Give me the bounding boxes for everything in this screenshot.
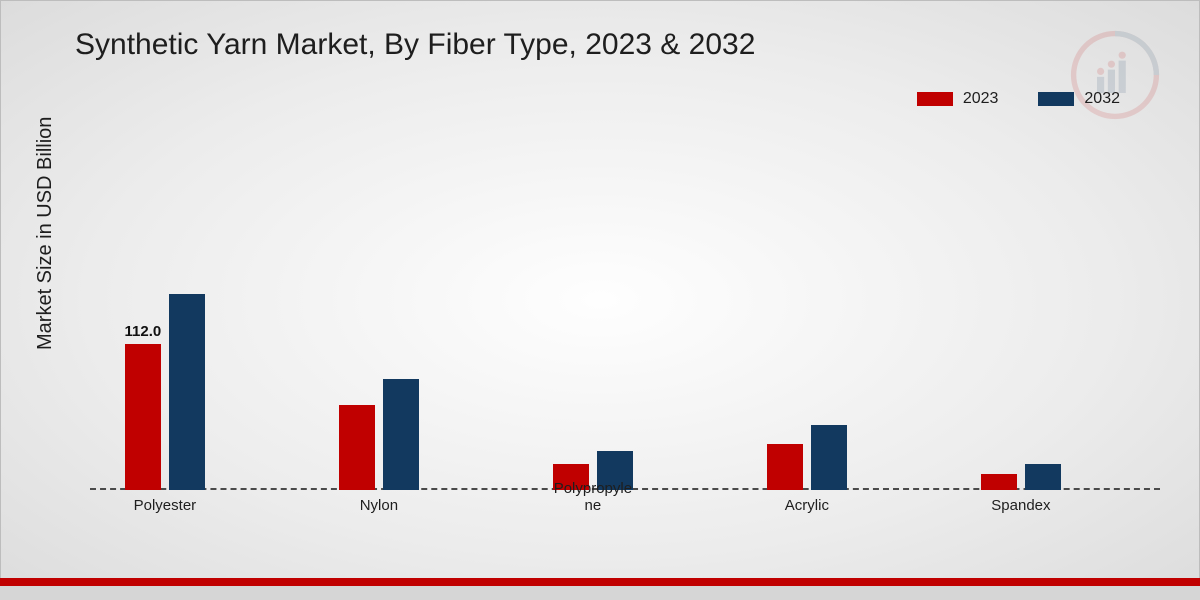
legend: 2023 2032 xyxy=(917,90,1120,108)
x-tick-label: Polypropylene xyxy=(533,481,653,514)
accent-band xyxy=(0,578,1200,586)
x-tick-label: Acrylic xyxy=(747,498,867,515)
bar xyxy=(383,379,419,490)
bar-value-label: 112.0 xyxy=(125,323,162,340)
legend-label-2032: 2032 xyxy=(1084,90,1120,108)
chart-title: Synthetic Yarn Market, By Fiber Type, 20… xyxy=(75,28,755,62)
legend-swatch-2023 xyxy=(917,92,953,106)
legend-label-2023: 2023 xyxy=(963,90,999,108)
x-tick-label: Spandex xyxy=(961,498,1081,515)
x-tick-label: Polyester xyxy=(105,498,225,515)
bars-container: 112.0 xyxy=(90,150,1160,490)
bar xyxy=(981,474,1017,490)
legend-item-2023: 2023 xyxy=(917,90,999,108)
bar xyxy=(125,344,161,490)
bar xyxy=(1025,464,1061,490)
plot-area: 112.0 Polyester Nylon Polypropylene Acrylic… xyxy=(90,150,1160,520)
legend-swatch-2032 xyxy=(1038,92,1074,106)
bar xyxy=(169,294,205,490)
x-ticks: PolyesterNylonPolypropyleneAcrylicSpande… xyxy=(90,490,1160,520)
bar xyxy=(811,425,847,490)
legend-item-2032: 2032 xyxy=(1038,90,1120,108)
x-tick-label: Nylon xyxy=(319,498,439,515)
footer-band xyxy=(0,586,1200,600)
bar xyxy=(767,444,803,490)
y-axis-label: Market Size in USD Billion xyxy=(34,117,57,350)
bar xyxy=(339,405,375,490)
